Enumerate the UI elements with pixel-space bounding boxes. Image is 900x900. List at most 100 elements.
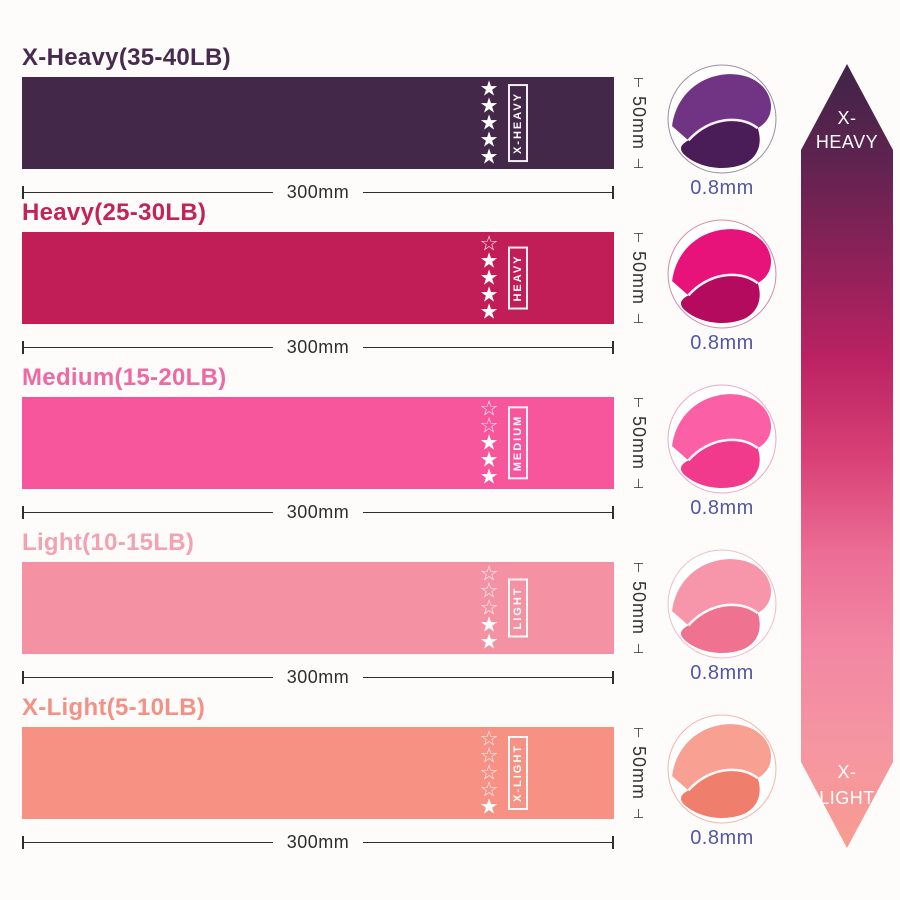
band-tag-label: HEAVY	[508, 246, 528, 310]
dim-line	[363, 677, 612, 678]
height-dimension: ⊤ 50mm ⊥	[628, 560, 649, 656]
thickness-label: 0.8mm	[690, 332, 754, 354]
star-filled-icon: ★	[479, 249, 499, 273]
dim-tick-left	[22, 186, 24, 199]
arrow-top-label: X-	[838, 108, 857, 128]
band-tag-label: X-HEAVY	[508, 83, 528, 163]
star-rating: ☆ ☆ ☆ ☆ ★	[474, 727, 504, 818]
band-title: X-Light(5-10LB)	[22, 694, 206, 721]
band-tag-label: X-LIGHT	[508, 736, 528, 810]
star-filled-icon: ★	[479, 111, 499, 135]
dim-tick-left	[22, 836, 24, 849]
arrow-top-label: HEAVY	[816, 132, 878, 152]
dim-cap-bottom: ⊥	[632, 475, 645, 491]
width-dimension-label: 300mm	[286, 667, 350, 687]
star-filled-icon: ★	[479, 283, 499, 307]
band-bar: ☆ ☆ ★ ★ ★ MEDIUM ⊤ 50mm ⊥	[22, 396, 649, 490]
star-outline-icon: ☆	[479, 579, 499, 603]
star-outline-icon: ☆	[479, 761, 499, 785]
dim-cap-top: ⊤	[632, 725, 645, 740]
dim-cap-top: ⊤	[632, 560, 645, 575]
dim-line	[24, 347, 273, 348]
star-outline-icon: ☆	[479, 397, 499, 421]
dim-tick-right	[612, 506, 614, 519]
dim-cap-bottom: ⊥	[632, 640, 645, 656]
dim-tick-left	[22, 506, 24, 519]
dim-line	[24, 192, 273, 193]
star-filled-icon: ★	[479, 128, 499, 152]
thumb-heavy: 0.8mm	[666, 218, 778, 355]
star-filled-icon: ★	[479, 300, 499, 324]
band-title: Medium(15-20LB)	[22, 364, 227, 391]
thickness-label: 0.8mm	[690, 662, 754, 684]
width-dimension-label: 300mm	[286, 337, 350, 357]
star-rating: ★ ★ ★ ★ ★	[474, 77, 504, 169]
band-tag-label: LIGHT	[508, 578, 528, 638]
band-tag-label: MEDIUM	[508, 406, 528, 480]
star-outline-icon: ☆	[479, 414, 499, 438]
band-group-heavy: Heavy(25-30LB) ☆ ★ ★ ★ ★ HEAVY ⊤ 50mm ⊥ 300m…	[22, 199, 649, 358]
star-filled-icon: ★	[479, 448, 499, 472]
star-filled-icon: ★	[479, 77, 499, 101]
star-rating: ☆ ☆ ☆ ★ ★	[474, 562, 504, 654]
star-filled-icon: ★	[479, 630, 499, 654]
width-dimension: 300mm	[22, 667, 614, 688]
height-dimension: ⊤ 50mm ⊥	[628, 725, 649, 820]
dim-cap-bottom: ⊥	[632, 310, 645, 326]
folded-band-photo	[667, 219, 777, 329]
band-title: Heavy(25-30LB)	[22, 199, 207, 226]
width-dimension: 300mm	[22, 337, 614, 358]
band-bar: ★ ★ ★ ★ ★ X-HEAVY ⊤ 50mm ⊥	[22, 76, 649, 170]
star-filled-icon: ★	[479, 431, 499, 455]
double-arrow-shape	[801, 64, 893, 848]
dim-tick-left	[22, 341, 24, 354]
thickness-label: 0.8mm	[690, 177, 754, 199]
star-outline-icon: ☆	[479, 744, 499, 768]
band-bar: ☆ ★ ★ ★ ★ HEAVY ⊤ 50mm ⊥	[22, 231, 649, 325]
band-group-x-light: X-Light(5-10LB) ☆ ☆ ☆ ☆ ★ X-LIGHT ⊤ 50mm ⊥ 3…	[22, 694, 649, 853]
star-rating: ☆ ★ ★ ★ ★	[474, 234, 504, 324]
height-dimension-label: 50mm	[629, 250, 649, 305]
band-bar: ☆ ☆ ☆ ☆ ★ X-LIGHT ⊤ 50mm ⊥	[22, 726, 649, 820]
dim-cap-top: ⊤	[632, 395, 645, 410]
star-outline-icon: ☆	[479, 727, 499, 751]
dim-line	[24, 842, 273, 843]
dim-tick-right	[612, 836, 614, 849]
folded-band-photo	[667, 714, 777, 824]
dim-tick-right	[612, 341, 614, 354]
thumb-x-heavy: 0.8mm	[666, 63, 778, 200]
star-outline-icon: ☆	[479, 596, 499, 620]
dim-tick-right	[612, 671, 614, 684]
thumb-medium: 0.8mm	[666, 383, 778, 520]
dim-line	[363, 842, 612, 843]
folded-band-photo	[667, 384, 777, 494]
width-dimension: 300mm	[22, 832, 614, 853]
star-outline-icon: ☆	[479, 562, 499, 586]
height-dimension: ⊤ 50mm ⊥	[628, 76, 649, 171]
band-group-x-heavy: X-Heavy(35-40LB) ★ ★ ★ ★ ★ X-HEAVY ⊤ 50mm ⊥ …	[22, 44, 649, 203]
star-outline-icon: ☆	[479, 778, 499, 802]
height-dimension-label: 50mm	[629, 745, 649, 800]
strength-scale-arrow: X- HEAVY X- LIGHT	[801, 64, 893, 848]
arrow-bottom-label: X-	[838, 762, 857, 782]
dim-line	[363, 192, 612, 193]
height-dimension-label: 50mm	[629, 95, 649, 150]
band-title: X-Heavy(35-40LB)	[22, 44, 231, 71]
folded-band-photo	[667, 549, 777, 659]
dim-line	[24, 677, 273, 678]
height-dimension-label: 50mm	[629, 415, 649, 470]
dim-cap-bottom: ⊥	[632, 155, 645, 171]
dim-line	[363, 347, 612, 348]
folded-band-photo	[667, 64, 777, 174]
width-dimension-label: 300mm	[286, 832, 350, 852]
dim-line	[363, 512, 612, 513]
star-filled-icon: ★	[479, 465, 499, 489]
star-filled-icon: ★	[479, 94, 499, 118]
width-dimension: 300mm	[22, 502, 614, 523]
thickness-label: 0.8mm	[690, 497, 754, 519]
star-filled-icon: ★	[479, 145, 499, 169]
height-dimension-label: 50mm	[629, 580, 649, 635]
star-filled-icon: ★	[479, 613, 499, 637]
band-group-light: Light(10-15LB) ☆ ☆ ☆ ★ ★ LIGHT ⊤ 50mm ⊥ 300m…	[22, 529, 649, 688]
